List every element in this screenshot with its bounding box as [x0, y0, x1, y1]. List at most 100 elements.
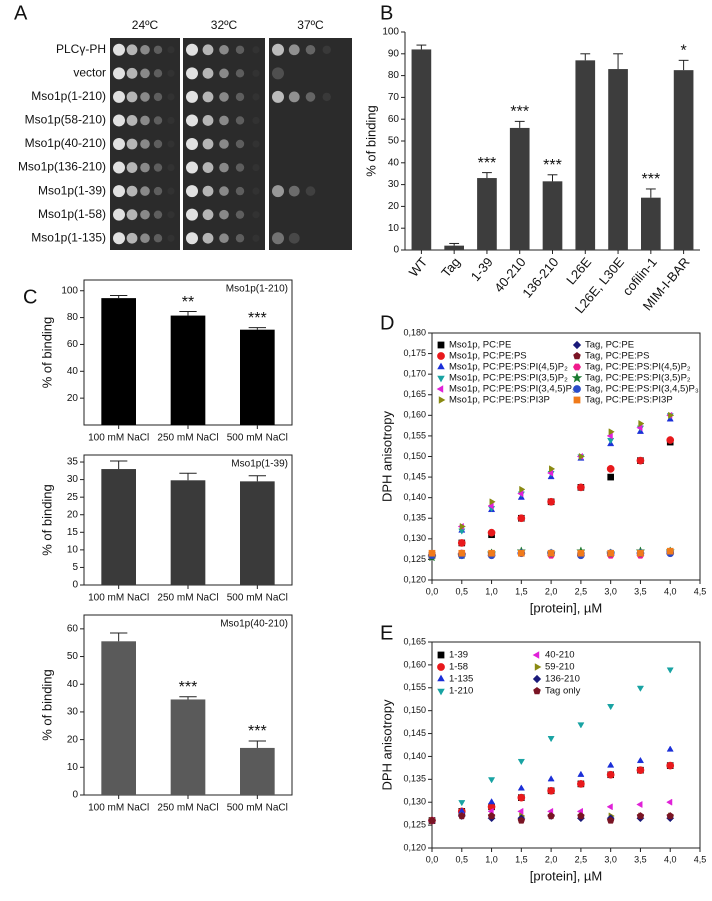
- y-tick-label: 0,120: [403, 842, 426, 852]
- data-point: [547, 549, 555, 557]
- colony-spot: [167, 69, 175, 77]
- colony-spot: [288, 91, 300, 103]
- colony-spot: [167, 163, 175, 172]
- y-tick-label: 60: [67, 339, 79, 350]
- x-tick-label: 500 mM NaCl: [227, 803, 288, 814]
- data-point: [607, 437, 615, 445]
- y-tick-label: 0,160: [403, 659, 426, 669]
- significance-label: ***: [248, 310, 267, 327]
- colony-spot: [219, 209, 229, 220]
- bar: [170, 315, 206, 425]
- colony-spot: [202, 162, 214, 173]
- x-tick-label: 1-39: [468, 254, 496, 284]
- y-tick-label: 0,160: [403, 410, 426, 420]
- colony-spot: [126, 67, 138, 79]
- bar: [240, 329, 275, 425]
- colony-spot: [153, 92, 163, 102]
- y-tick-label: 100: [61, 285, 78, 296]
- colony-spot: [113, 43, 125, 56]
- y-tick-label: 0,180: [403, 327, 426, 337]
- data-point: [577, 780, 585, 788]
- legend-marker: [533, 686, 541, 695]
- colony-spot: [235, 186, 245, 196]
- y-tick-label: 0,150: [403, 705, 426, 715]
- colony-spot: [305, 186, 316, 196]
- colony-spot: [235, 116, 245, 125]
- colony-spot: [126, 162, 138, 173]
- y-tick-label: 0: [72, 580, 78, 591]
- column-label: 37ºC: [297, 18, 324, 32]
- legend-marker: [573, 351, 581, 360]
- legend-marker: [437, 688, 445, 696]
- significance-label: ***: [248, 723, 267, 740]
- data-point: [457, 539, 466, 547]
- legend-label: 136-210: [545, 674, 580, 685]
- y-tick-label: 0,120: [403, 574, 426, 584]
- legend-label: 1-210: [449, 686, 473, 697]
- y-tick-label: 20: [67, 393, 79, 404]
- bar: [673, 70, 694, 251]
- data-point: [577, 770, 585, 777]
- colony-spot: [186, 232, 198, 245]
- colony-spot: [272, 43, 284, 56]
- colony-spot: [140, 162, 150, 173]
- legend-marker: [437, 651, 445, 659]
- colony-spot: [288, 44, 300, 56]
- data-point: [428, 549, 436, 557]
- legend-label: 1-39: [449, 650, 468, 661]
- colony-spot: [126, 209, 138, 221]
- x-tick-label: 250 mM NaCl: [157, 433, 218, 444]
- colony-spot: [153, 210, 163, 219]
- colony-spot: [153, 69, 163, 78]
- y-tick-label: 0,140: [403, 751, 426, 761]
- bar: [575, 60, 596, 251]
- y-tick-label: 40: [388, 157, 400, 168]
- colony-spot: [235, 234, 245, 243]
- data-point: [519, 485, 526, 494]
- y-tick-label: 100: [382, 27, 399, 38]
- y-tick-label: 10: [388, 223, 400, 234]
- colony-spot: [202, 138, 214, 150]
- data-point: [606, 465, 615, 473]
- colony-spot: [153, 45, 163, 54]
- data-point: [547, 775, 555, 782]
- data-point: [638, 419, 645, 428]
- significance-label: ***: [478, 155, 497, 172]
- x-tick-label: 100 mM NaCl: [88, 803, 149, 814]
- data-point: [547, 736, 555, 743]
- colony-spot: [167, 116, 175, 125]
- y-tick-label: 0,135: [403, 513, 426, 523]
- colony-spot: [322, 45, 331, 54]
- bar: [509, 127, 530, 250]
- y-tick-label: 0,140: [403, 492, 426, 502]
- colony-spot: [272, 185, 284, 198]
- legend-label: Mso1p, PC:PE:PS:PI(3,4,5)P₃: [449, 384, 576, 395]
- y-tick-label: 35: [67, 457, 79, 468]
- y-tick-label: 50: [388, 136, 400, 147]
- legend-label: 40-210: [545, 650, 575, 661]
- y-tick-label: 80: [388, 70, 400, 81]
- bar: [240, 747, 275, 795]
- data-point: [577, 549, 585, 557]
- y-axis-title: % of binding: [39, 484, 54, 556]
- y-tick-label: 20: [67, 734, 79, 745]
- panel-annotation: Mso1p(1-210): [226, 284, 288, 295]
- colony-spot: [167, 234, 175, 242]
- colony-spot: [272, 232, 284, 245]
- bar: [101, 469, 136, 585]
- x-tick-label: 3,0: [604, 854, 617, 864]
- colony-spot: [113, 138, 125, 150]
- bar: [240, 481, 275, 585]
- colony-spot: [126, 185, 138, 197]
- x-tick-label: 2,5: [575, 854, 588, 864]
- x-tick-label: 500 mM NaCl: [227, 593, 288, 604]
- data-point: [607, 473, 614, 481]
- colony-spot: [126, 115, 138, 126]
- y-tick-label: 15: [67, 527, 79, 538]
- data-point: [606, 803, 613, 811]
- data-point: [428, 816, 436, 824]
- y-tick-label: 80: [67, 312, 79, 323]
- colony-spot: [272, 67, 284, 80]
- y-axis-title: % of binding: [39, 317, 54, 389]
- row-label: Mso1p(1-58): [38, 207, 106, 221]
